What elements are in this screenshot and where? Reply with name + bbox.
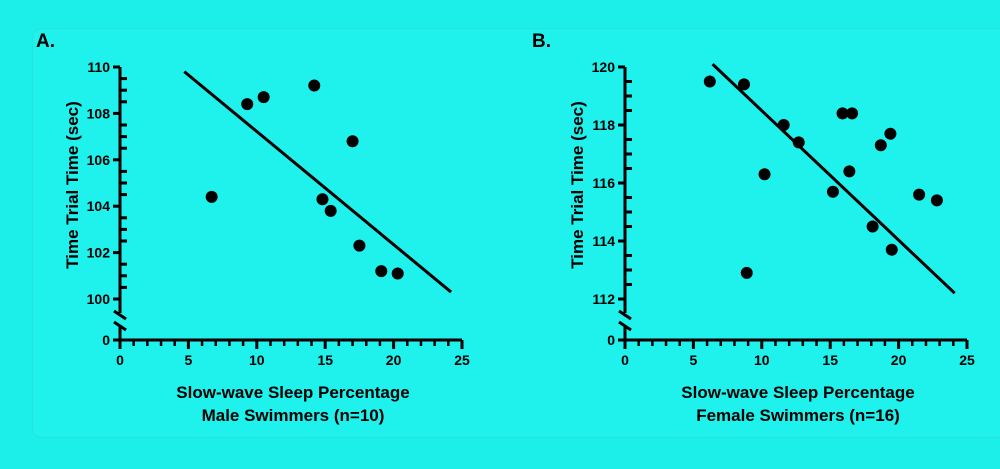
data-point xyxy=(930,194,943,207)
axis-break-mark xyxy=(618,309,632,321)
panel-label: B. xyxy=(532,31,551,52)
data-point xyxy=(205,190,218,203)
y-tick-label: 102 xyxy=(87,245,111,261)
y-tick-label: 112 xyxy=(592,291,615,307)
y-axis-label: Time Trial Time (sec) xyxy=(63,101,82,269)
data-point xyxy=(353,239,366,252)
x-axis-label: Slow-wave Sleep Percentage xyxy=(176,383,409,402)
x-tick-label: 5 xyxy=(690,352,698,368)
x-tick-label: 15 xyxy=(822,352,838,368)
regression-line xyxy=(711,63,956,295)
data-point xyxy=(257,91,270,104)
regression-line xyxy=(183,70,453,294)
data-point xyxy=(738,78,751,91)
data-point xyxy=(843,165,856,178)
data-point xyxy=(846,107,859,120)
data-point xyxy=(884,127,897,140)
y-tick-label: 106 xyxy=(87,152,111,168)
y-tick-label: 108 xyxy=(87,105,111,121)
x-tick-label: 5 xyxy=(185,352,193,368)
y-tick-label: 100 xyxy=(87,291,111,307)
data-point xyxy=(913,188,926,201)
x-tick-label: 15 xyxy=(317,352,333,368)
data-point xyxy=(836,107,849,120)
y-tick-label: 114 xyxy=(592,233,615,249)
data-point xyxy=(703,75,716,88)
x-tick-label: 10 xyxy=(249,352,265,368)
data-point xyxy=(375,265,388,278)
data-point xyxy=(826,185,839,198)
data-point xyxy=(241,98,254,111)
y-tick-label: 110 xyxy=(87,59,110,75)
data-point xyxy=(777,119,790,131)
x-tick-label: 25 xyxy=(454,352,470,368)
data-point xyxy=(740,266,753,279)
x-tick-label: 20 xyxy=(386,352,402,368)
data-point xyxy=(346,135,359,148)
data-point xyxy=(308,79,321,92)
panel-label: A. xyxy=(36,31,55,52)
data-point xyxy=(874,139,887,152)
x-tick-label: 0 xyxy=(116,352,124,368)
x-tick-label: 0 xyxy=(621,352,629,368)
x-axis-label: Slow-wave Sleep Percentage xyxy=(681,383,914,402)
chart-panel-a: A. 100 102 104 106 108 110 00 5 10 15 20 25 Slow-wave… xyxy=(36,31,470,425)
data-point xyxy=(792,136,805,149)
data-point xyxy=(316,193,329,206)
data-point xyxy=(758,168,771,181)
y-tick-label: 118 xyxy=(592,117,615,133)
data-point xyxy=(885,243,898,256)
y-tick-label: 104 xyxy=(87,198,111,214)
data-point xyxy=(866,220,879,233)
y-tick-label: 116 xyxy=(592,175,615,191)
x-tick-label: 10 xyxy=(754,352,770,368)
x-axis-subtitle: Male Swimmers (n=10) xyxy=(202,406,385,425)
y-tick-label-zero: 0 xyxy=(102,332,110,348)
x-tick-label: 25 xyxy=(959,352,975,368)
y-axis-label: Time Trial Time (sec) xyxy=(568,101,587,269)
x-axis-subtitle: Female Swimmers (n=16) xyxy=(696,406,900,425)
axis-break-mark xyxy=(113,309,127,321)
x-tick-label: 20 xyxy=(891,352,907,368)
data-point xyxy=(324,204,337,217)
chart-panel-b: B. 112 114 116 118 120 00 5 10 15 20 25 Slow-wave Sl… xyxy=(532,31,975,425)
figure-panel xyxy=(32,28,1000,438)
data-point xyxy=(391,267,404,280)
y-tick-label-zero: 0 xyxy=(607,332,615,348)
y-tick-label: 120 xyxy=(592,59,616,75)
